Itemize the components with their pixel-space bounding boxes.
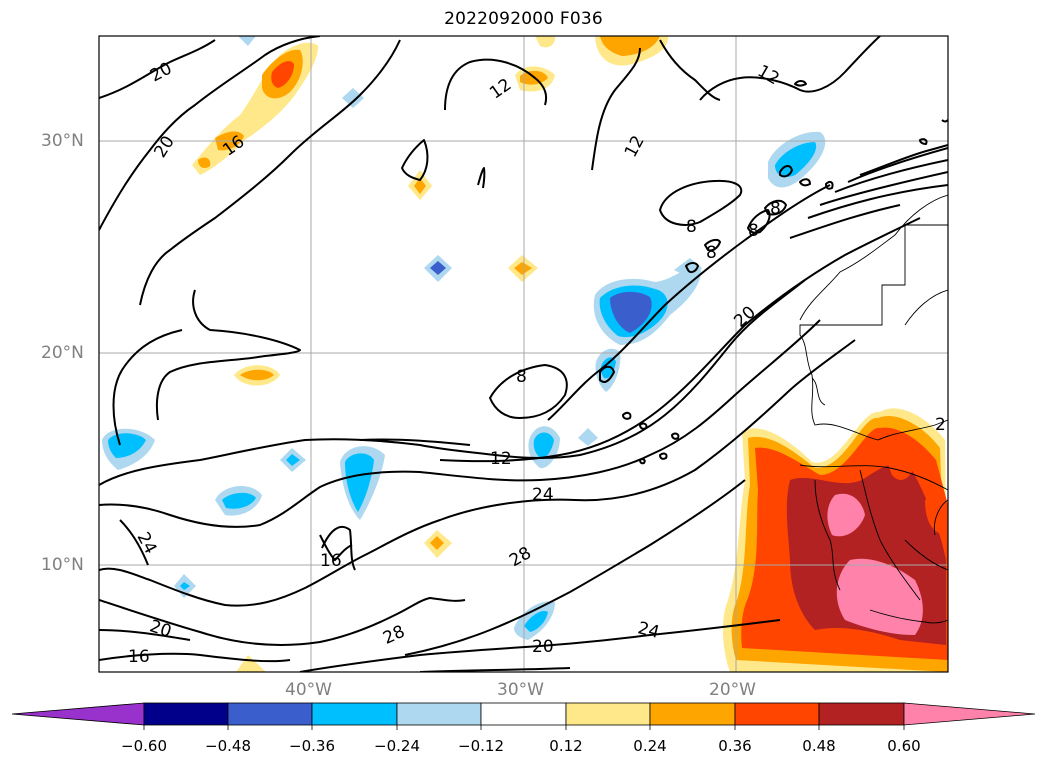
contour-label: 16 bbox=[128, 647, 150, 667]
colorbar-segment bbox=[143, 702, 229, 726]
colorbar-segment bbox=[818, 702, 905, 726]
lon-label-30w: 30°W bbox=[497, 680, 544, 700]
contour-label: 20 bbox=[147, 59, 175, 87]
cold-blob-3-cyan bbox=[775, 142, 817, 177]
contour-label: 12 bbox=[486, 75, 515, 104]
colorbar-tick-label: −0.24 bbox=[374, 737, 420, 755]
warm-blob-north-5 bbox=[535, 36, 556, 48]
cold-diamond-1-inner bbox=[430, 261, 446, 275]
warm-streak-nw-orange-3 bbox=[198, 157, 211, 168]
contour-label: 24 bbox=[636, 618, 662, 643]
colorbar bbox=[11, 702, 1036, 730]
contour-label: 8 bbox=[686, 217, 697, 237]
contour-label: 20 bbox=[147, 616, 174, 642]
coastlines bbox=[799, 194, 948, 624]
colorbar-extend-low bbox=[11, 702, 145, 726]
map-frame bbox=[98, 35, 949, 673]
cold-blob-5-cyan bbox=[345, 453, 374, 512]
colorbar-segment bbox=[227, 702, 313, 726]
cold-blob-7-cyan bbox=[222, 492, 256, 509]
warm-diamond-1-inner bbox=[414, 178, 426, 194]
cold-diamond-6 bbox=[578, 428, 598, 446]
cold-diamond-3 bbox=[342, 88, 364, 108]
contour-label: 20 bbox=[730, 302, 759, 331]
cold-diamond-2-inner bbox=[286, 454, 300, 466]
warm-diamond-3-inner bbox=[240, 369, 274, 381]
colorbar-segment bbox=[649, 702, 736, 726]
cold-diamond-5-inner bbox=[524, 610, 548, 632]
contour-label: 24 bbox=[532, 485, 554, 505]
colorbar-tick-label: −0.12 bbox=[458, 737, 504, 755]
cold-blob-1-blue bbox=[610, 291, 652, 333]
warm-diamond-4-inner bbox=[430, 536, 444, 550]
cold-diamond-4-inner bbox=[180, 582, 190, 590]
colorbar-segment bbox=[396, 702, 482, 726]
lon-label-20w: 20°W bbox=[709, 680, 756, 700]
colorbar-tick-label: 0.36 bbox=[718, 737, 752, 755]
plot-area: 20 20 16 12 12 12 8 8 8 8 20 2 8 12 24 2… bbox=[99, 36, 948, 672]
contour-label: 12 bbox=[621, 132, 649, 160]
colorbar-tick-label: −0.48 bbox=[205, 737, 251, 755]
cold-diamond-7 bbox=[238, 36, 256, 46]
lat-label-20n: 20°N bbox=[41, 343, 84, 363]
contour-label: 12 bbox=[490, 449, 512, 469]
lat-label-10n: 10°N bbox=[41, 555, 84, 575]
colorbar-tick-label: 0.24 bbox=[633, 737, 667, 755]
warm-diamond-2-inner bbox=[514, 262, 532, 275]
cold-blob-2-cyan bbox=[600, 357, 616, 379]
map-title: 2022092000 F036 bbox=[444, 9, 603, 29]
warm-diamond-5 bbox=[236, 655, 266, 672]
shaded-fields bbox=[102, 36, 948, 672]
colorbar-tick-label: 0.12 bbox=[549, 737, 583, 755]
warm-region-red-2 bbox=[885, 429, 916, 480]
contour-label: 28 bbox=[380, 622, 408, 649]
contour-label: 8 bbox=[748, 221, 759, 241]
warm-blob-north-2 bbox=[600, 36, 660, 56]
lon-label-40w: 40°W bbox=[285, 680, 332, 700]
lat-label-30n: 30°N bbox=[41, 131, 84, 151]
warm-streak-nw-red bbox=[271, 61, 294, 88]
colorbar-segment bbox=[480, 702, 567, 726]
contour-label: 8 bbox=[706, 243, 717, 263]
warm-region-pink-2 bbox=[836, 558, 923, 635]
colorbar-segment bbox=[734, 702, 820, 726]
colorbar-tick-label: 0.48 bbox=[802, 737, 836, 755]
colorbar-tick-label: 0.60 bbox=[887, 737, 921, 755]
contour-label: 8 bbox=[516, 367, 527, 387]
contour-label: 2 bbox=[935, 415, 946, 435]
contour-label: 20 bbox=[150, 132, 178, 161]
contour-label: 16 bbox=[320, 551, 342, 571]
colorbar-extend-high bbox=[903, 702, 1036, 726]
contour-label: 20 bbox=[532, 637, 554, 657]
contour-label: 8 bbox=[770, 199, 781, 219]
contour-label: 28 bbox=[506, 543, 535, 571]
colorbar-segment bbox=[565, 702, 651, 726]
colorbar-tick-label: −0.60 bbox=[121, 737, 167, 755]
contour-lines bbox=[99, 36, 948, 672]
cold-blob-4-cyan bbox=[533, 432, 554, 459]
colorbar-tick-label: −0.36 bbox=[289, 737, 335, 755]
contour-label: 12 bbox=[754, 61, 783, 89]
warm-region-pink-1 bbox=[827, 493, 865, 537]
colorbar-ticks bbox=[143, 725, 905, 730]
colorbar-segment bbox=[311, 702, 398, 726]
contour-label: 24 bbox=[133, 529, 161, 557]
